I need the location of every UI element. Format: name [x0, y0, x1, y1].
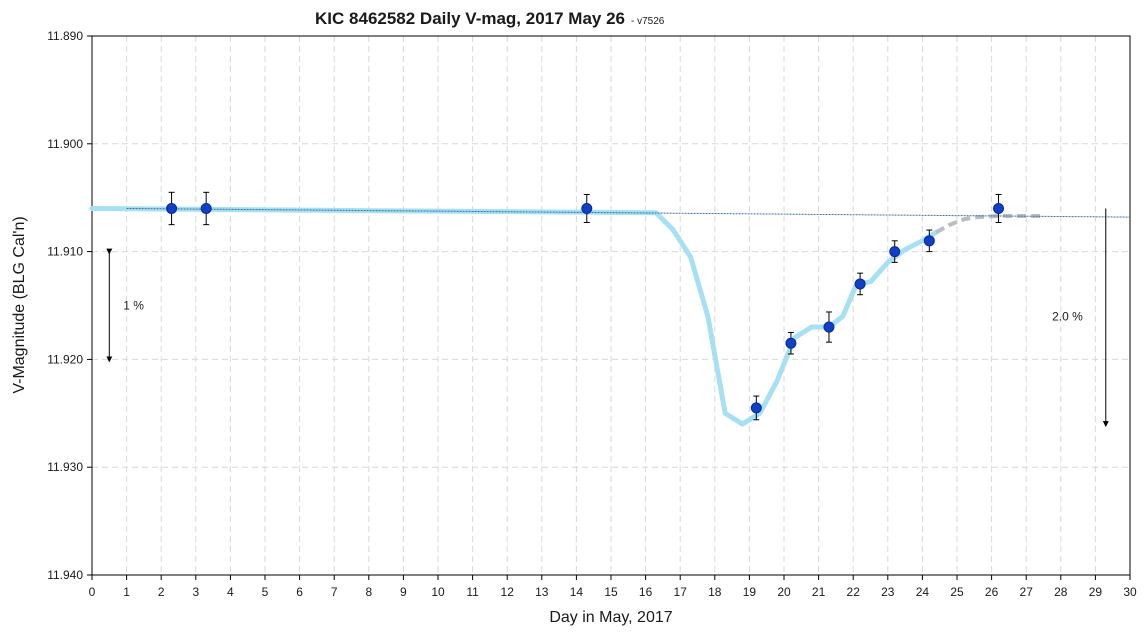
x-tick-label: 20 [777, 585, 791, 599]
x-tick-labels: 0 1 2 3 4 5 6 7 8 9 10 11 12 13 14 15 16 17 18 19 20 21 22 23 24… [89, 575, 1137, 599]
model-curve-dashed-line [935, 214, 1044, 234]
x-tick-label: 21 [812, 585, 826, 599]
x-tick-label: 13 [535, 585, 549, 599]
trend-line [126, 207, 1131, 218]
x-tick-label: 15 [604, 585, 618, 599]
x-tick-label: 12 [501, 585, 515, 599]
series-group [89, 191, 1131, 427]
data-point [166, 202, 178, 214]
annotations-group: 1 % 2.0 % [106, 208, 1109, 428]
x-tick-label: 29 [1089, 585, 1103, 599]
x-tick-label: 11 [466, 585, 479, 599]
x-tick-label: 10 [431, 585, 445, 599]
chart-subtitle: - v7526 [631, 16, 665, 27]
chart-title: KIC 8462582 Daily V-mag, 2017 May 26 [315, 9, 625, 28]
x-tick-label: 0 [89, 585, 96, 599]
x-tick-label: 22 [847, 585, 861, 599]
x-tick-label: 14 [570, 585, 584, 599]
data-point [750, 402, 762, 414]
x-tick-label: 2 [158, 585, 165, 599]
x-tick-label: 16 [639, 585, 653, 599]
x-tick-label: 5 [262, 585, 269, 599]
x-tick-label: 7 [331, 585, 338, 599]
x-tick-label: 24 [916, 585, 930, 599]
data-point [889, 246, 901, 258]
model-curve-line [89, 205, 939, 427]
x-tick-label: 3 [192, 585, 199, 599]
annotation-label: 1 % [123, 299, 144, 313]
x-tick-label: 27 [1020, 585, 1034, 599]
x-tick-label: 26 [985, 585, 999, 599]
x-tick-label: 4 [227, 585, 234, 599]
x-axis-title: Day in May, 2017 [549, 609, 672, 626]
x-tick-label: 28 [1054, 585, 1068, 599]
data-point [923, 235, 935, 247]
y-tick-label: 11.930 [47, 460, 83, 474]
x-tick-label: 17 [674, 585, 688, 599]
y-tick-label: 11.890 [47, 29, 83, 43]
data-point [200, 202, 212, 214]
x-tick-label: 18 [708, 585, 722, 599]
y-axis-title: V-Magnitude (BLG Cal'n) [11, 216, 28, 393]
x-tick-label: 30 [1123, 585, 1137, 599]
annotation-label: 2.0 % [1052, 309, 1083, 323]
x-tick-label: 9 [400, 585, 407, 599]
x-tick-label: 6 [296, 585, 303, 599]
data-point [854, 278, 866, 290]
y-tick-label: 11.940 [47, 568, 83, 582]
x-tick-label: 19 [743, 585, 757, 599]
gridlines-group [92, 36, 1130, 575]
data-point [823, 321, 835, 333]
data-point [785, 337, 797, 349]
y-tick-label: 11.920 [47, 352, 83, 366]
data-point [581, 202, 593, 214]
y-tick-labels: 11.890 11.900 11.910 11.920 11.930 11.940 [47, 29, 92, 582]
x-tick-label: 23 [881, 585, 895, 599]
x-tick-label: 8 [365, 585, 372, 599]
y-tick-label: 11.900 [47, 137, 83, 151]
x-tick-label: 1 [123, 585, 130, 599]
x-tick-label: 25 [950, 585, 964, 599]
y-tick-label: 11.910 [47, 245, 83, 259]
data-point [993, 202, 1005, 214]
